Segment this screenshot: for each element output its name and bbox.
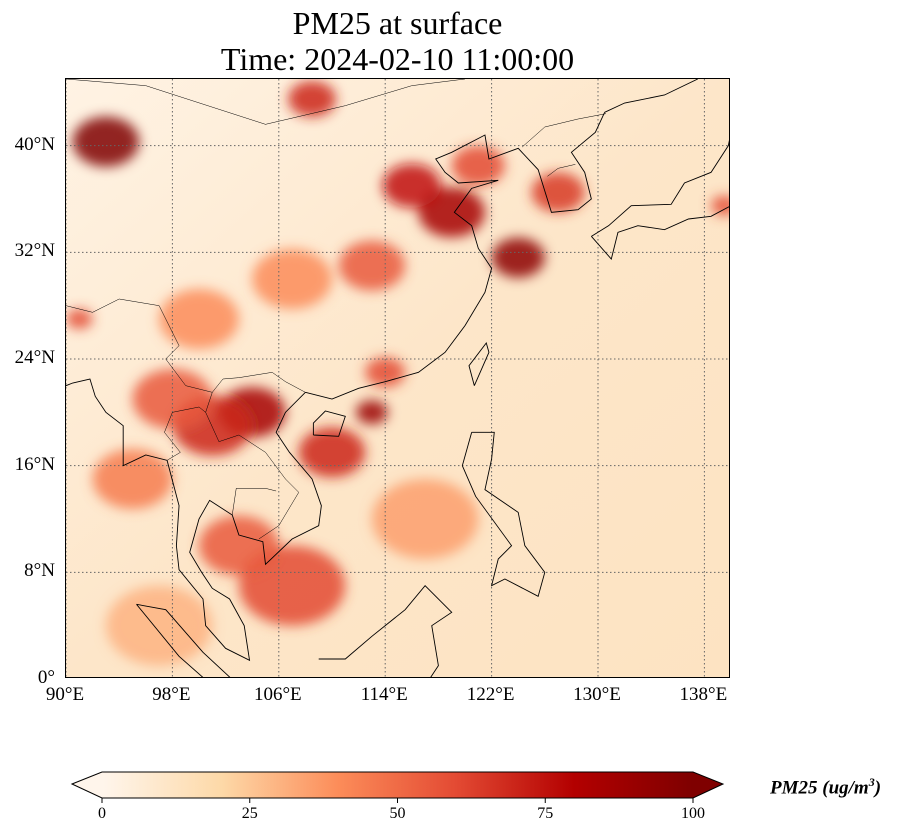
lon-tick-label: 106°E — [253, 684, 302, 705]
pm25-hotspot — [711, 195, 729, 216]
colorbar — [70, 771, 725, 803]
coastline — [66, 378, 322, 662]
coastline — [312, 410, 346, 437]
pm25-hotspot — [451, 145, 505, 186]
pm25-hotspot — [338, 240, 406, 291]
pm25-map — [65, 78, 730, 678]
lat-tick-label: 8°N — [24, 560, 55, 582]
country-border — [522, 113, 607, 148]
coastline — [604, 79, 698, 113]
pm25-hotspot — [371, 479, 479, 559]
colorbar-tick-label: 25 — [241, 805, 258, 822]
colorbar-tick-label: 100 — [681, 805, 705, 822]
lon-tick-label: 130°E — [573, 684, 621, 705]
country-border — [232, 488, 277, 516]
country-border — [547, 164, 576, 177]
pm25-hotspot — [159, 289, 239, 349]
coastline — [461, 431, 546, 597]
country-border — [66, 79, 466, 125]
country-border — [205, 392, 300, 540]
coastline — [591, 140, 729, 237]
lon-tick-label: 114°E — [360, 684, 408, 705]
lon-tick-label: 98°E — [152, 684, 191, 705]
lat-tick-label: 16°N — [14, 453, 55, 475]
country-border — [164, 406, 206, 461]
map-canvas — [66, 79, 729, 677]
colorbar-tick-label: 0 — [98, 805, 106, 822]
pm25-hotspot — [66, 309, 93, 329]
pm25-hotspot — [199, 515, 279, 576]
coastline — [318, 584, 453, 677]
coastline — [468, 342, 490, 386]
lon-tick-label: 138°E — [679, 684, 728, 705]
coastline — [591, 206, 729, 260]
colorbar-tick-label: 75 — [537, 805, 554, 822]
country-border — [66, 298, 306, 393]
lon-tick-label: 90°E — [45, 684, 85, 705]
lon-tick-label: 122°E — [466, 684, 515, 705]
pm25-hotspot — [298, 427, 366, 478]
plot-time: Time: 2024-02-10 11:00:00 — [220, 41, 575, 77]
pm25-hotspot — [92, 449, 173, 509]
pm25-hotspot — [72, 116, 140, 167]
colorbar-bar — [70, 771, 725, 799]
colorbar-label: PM25 (ug/m3) — [770, 775, 882, 799]
pm25-hotspot — [355, 400, 388, 425]
pm25-hotspot — [382, 163, 442, 208]
pm25-hotspot — [252, 249, 332, 309]
pm25-hotspot — [491, 237, 545, 278]
pm25-hotspot — [531, 172, 585, 213]
coastline — [136, 603, 231, 677]
plot-title: PM25 at surface — [292, 5, 503, 41]
colorbar-tick-label: 50 — [389, 805, 406, 822]
lat-tick-label: 40°N — [14, 133, 55, 155]
pm25-hotspot — [418, 187, 485, 238]
pm25-hotspot — [288, 81, 336, 117]
coastline — [305, 112, 606, 400]
lat-tick-label: 24°N — [14, 347, 55, 368]
lat-tick-label: 32°N — [14, 240, 55, 262]
lat-tick-label: 0° — [37, 667, 55, 688]
pm25-hotspot — [105, 585, 213, 666]
